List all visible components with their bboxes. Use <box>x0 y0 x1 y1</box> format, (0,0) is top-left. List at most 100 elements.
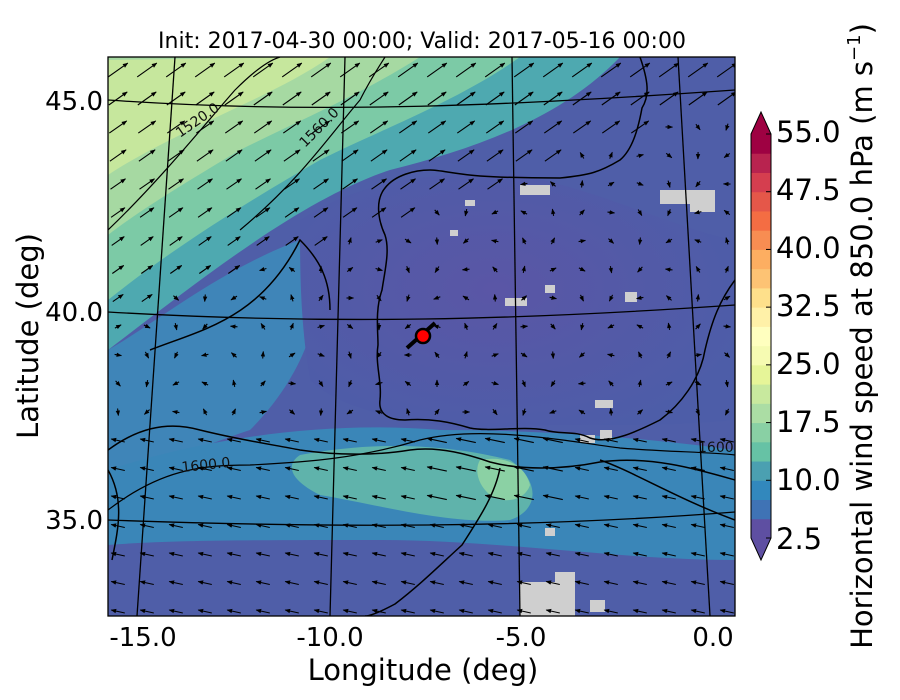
wind-vector <box>550 380 556 387</box>
wind-vector <box>458 178 474 190</box>
wind-vector <box>317 352 325 357</box>
wind-vector <box>195 120 215 134</box>
wind-vector <box>690 551 705 557</box>
wind-vector <box>665 381 673 387</box>
wind-vector <box>201 352 209 357</box>
wind-vector <box>143 323 151 329</box>
wind-vector <box>139 523 154 529</box>
wind-vector <box>429 608 444 614</box>
wind-vectors <box>108 62 735 614</box>
wind-vector <box>579 152 585 159</box>
wind-vector <box>458 608 473 614</box>
wind-vector <box>398 120 418 134</box>
colorbar-tick-label: 2.5 <box>776 522 822 556</box>
wind-vector <box>165 62 187 78</box>
wind-vector <box>226 466 241 472</box>
wind-vector <box>434 237 440 246</box>
wind-vector <box>434 408 440 416</box>
wind-vector <box>284 551 299 557</box>
wind-vector <box>719 494 734 500</box>
wind-vector <box>371 207 387 218</box>
wind-vector <box>139 551 154 557</box>
wind-vector <box>491 209 499 215</box>
wind-vector <box>376 294 382 302</box>
wind-vector <box>197 437 212 443</box>
wind-vector <box>167 149 185 162</box>
wind-vector <box>254 149 272 162</box>
wind-vector <box>426 62 448 78</box>
wind-vector <box>137 91 157 106</box>
wind-vector <box>288 381 297 386</box>
wind-vector <box>571 62 593 78</box>
colorbar-tick-label: 10.0 <box>776 463 841 497</box>
wind-vector <box>144 351 150 359</box>
wind-vector <box>313 523 328 529</box>
wind-vector <box>608 407 614 416</box>
wind-vector <box>549 409 557 414</box>
wind-vector <box>724 352 731 358</box>
wind-vector <box>485 91 505 106</box>
wind-vector <box>108 120 128 134</box>
wind-vector <box>371 580 386 586</box>
wind-vector <box>724 408 730 416</box>
wind-vector <box>400 466 415 472</box>
wind-vector <box>371 437 386 443</box>
wind-vector <box>284 466 299 472</box>
wind-vector <box>455 494 476 501</box>
wind-vector <box>455 437 476 444</box>
wind-vector <box>371 551 386 557</box>
wind-vector <box>229 324 238 329</box>
colorbar-label-main: Horizontal wind speed at 850.0 hPa (m s <box>845 61 879 649</box>
colorbar-band <box>751 422 771 443</box>
y-tick-label: 35.0 <box>45 506 103 536</box>
wind-vector <box>485 120 505 134</box>
wind-vector <box>516 608 531 614</box>
wind-vector <box>542 465 563 472</box>
wind-vector <box>603 437 618 443</box>
wind-vector <box>717 91 735 106</box>
wind-vector <box>313 494 328 500</box>
wind-vector <box>608 294 614 302</box>
wind-vector <box>694 353 702 358</box>
wind-vector <box>484 437 505 444</box>
wind-vector <box>666 351 672 359</box>
wind-vector <box>289 322 294 331</box>
wind-vector <box>141 293 153 303</box>
wind-vector <box>637 237 643 246</box>
wind-vector <box>342 608 357 614</box>
wind-vector <box>434 209 440 216</box>
colorbar-band <box>751 230 771 250</box>
wind-vector <box>284 178 300 190</box>
wind-vector <box>310 62 332 78</box>
wind-vector <box>667 209 672 217</box>
wind-vector <box>197 466 212 472</box>
wind-vector <box>290 294 295 302</box>
wind-vector <box>542 62 564 78</box>
wind-vector <box>313 580 328 586</box>
wind-vector <box>172 380 180 386</box>
wind-vector <box>342 466 357 472</box>
wind-vector <box>464 208 469 217</box>
x-tick-label: 0.0 <box>692 623 733 653</box>
wind-vector <box>491 353 499 358</box>
wind-vector <box>406 294 411 302</box>
colorbar-extend-max <box>751 112 771 134</box>
wind-vector <box>145 380 150 388</box>
height-contours <box>108 57 735 511</box>
wind-vector <box>457 149 475 162</box>
wind-vector <box>608 238 615 244</box>
wind-vector <box>574 466 589 472</box>
wind-vector <box>406 408 411 416</box>
wind-vector <box>400 523 415 529</box>
wind-vector <box>348 379 353 388</box>
wind-vector <box>665 295 672 301</box>
coastlines <box>108 57 735 616</box>
wind-vector <box>690 466 705 472</box>
wind-vector <box>462 295 470 301</box>
graticule <box>108 57 735 616</box>
colorbar-band <box>751 364 771 385</box>
wind-vector <box>690 494 705 500</box>
wind-vector <box>400 207 416 218</box>
wind-jet-south-inner <box>291 445 533 521</box>
wind-vector <box>375 410 383 415</box>
